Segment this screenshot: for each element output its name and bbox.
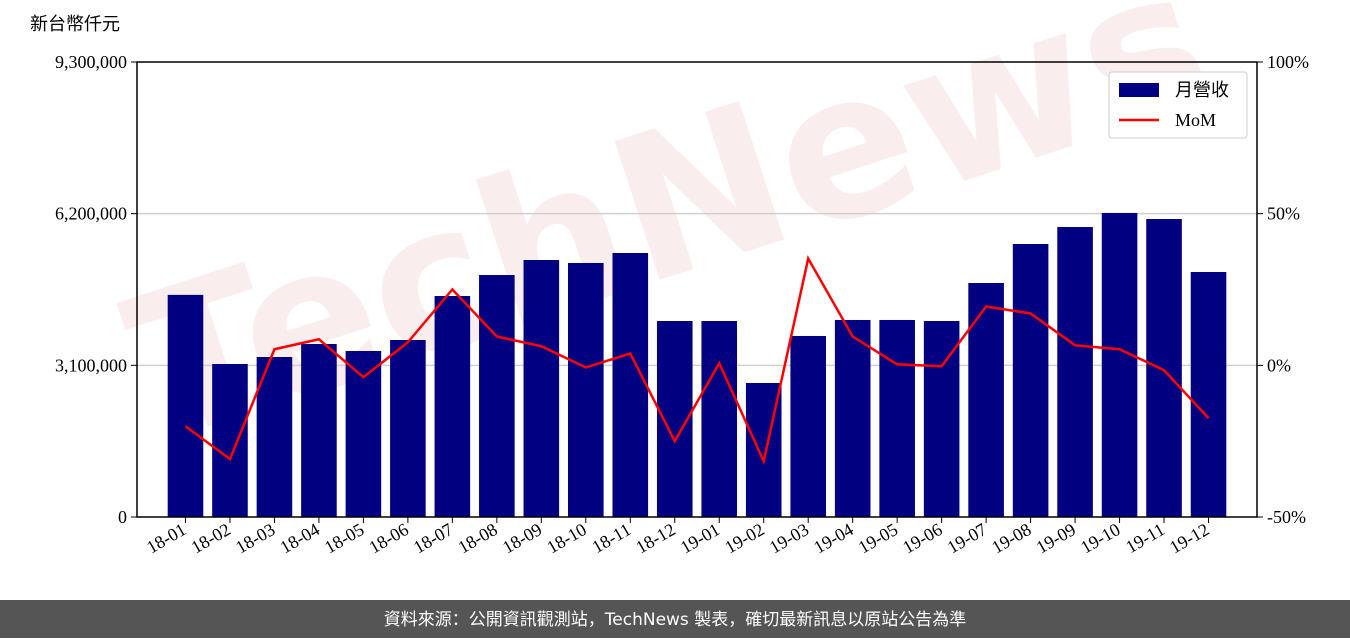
footer: 資料來源：公開資訊觀測站，TechNews 製表，確切最新訊息以原站公告為準 — [384, 610, 966, 630]
bar — [523, 259, 560, 517]
y-tick-label: 6,200,000 — [55, 204, 127, 224]
y2-tick-label: 50% — [1267, 204, 1300, 224]
y2-tick-label: 0% — [1267, 355, 1291, 375]
x-tick-label: 18-07 — [410, 519, 456, 557]
x-tick-label: 18-11 — [588, 519, 634, 557]
bar — [1012, 244, 1049, 517]
x-tick-label: 19-03 — [766, 519, 812, 557]
bar — [790, 335, 826, 517]
x-tick-label: 18-10 — [543, 519, 589, 557]
footer-bar — [0, 600, 1350, 638]
x-tick-label: 18-09 — [499, 519, 545, 557]
x-tick-label: 19-05 — [855, 519, 901, 557]
bar — [390, 339, 426, 517]
bar — [879, 319, 915, 517]
bar — [834, 319, 871, 517]
y-tick-label: 9,300,000 — [55, 52, 127, 72]
line — [184, 255, 1210, 466]
x-tick-label: 19-06 — [899, 519, 945, 557]
x-tick-label: 18-04 — [277, 519, 323, 557]
y-axis-label: 新台幣仟元 — [30, 14, 120, 35]
bar — [256, 357, 293, 517]
plot-frame — [136, 61, 1258, 518]
x-tick-label: 19-07 — [944, 519, 990, 557]
x-tick-label: 18-01 — [143, 519, 189, 557]
y2-tick-label: -50% — [1267, 507, 1306, 527]
legend-label: 月營收 — [1175, 80, 1229, 100]
x-tick-label: 19-11 — [1122, 519, 1168, 557]
x-tick-label: 18-06 — [366, 519, 412, 557]
x-tick-label: 19-01 — [677, 519, 723, 557]
bar — [1146, 218, 1182, 518]
x-tick-label: 18-02 — [188, 519, 234, 557]
legend-label: MoM — [1175, 110, 1216, 130]
y-tick-label: 0 — [118, 507, 127, 527]
bar — [167, 294, 204, 517]
x-tick-label: 19-09 — [1033, 519, 1079, 557]
x-tick-label: 18-12 — [632, 519, 678, 557]
bar — [568, 262, 604, 517]
x-tick-label: 18-03 — [232, 519, 278, 557]
x-tick-label: 18-05 — [321, 519, 367, 557]
bar — [1101, 212, 1138, 517]
bar — [434, 296, 471, 517]
y-tick-label: 3,100,000 — [55, 355, 127, 375]
bar — [968, 282, 1004, 517]
bar — [1190, 271, 1227, 517]
x-tick-label: 18-08 — [454, 519, 500, 557]
bar — [701, 321, 738, 517]
x-tick-label: 19-12 — [1166, 519, 1212, 557]
bar — [612, 253, 649, 518]
bar — [923, 321, 960, 517]
x-tick-label: 19-10 — [1077, 519, 1123, 557]
x-tick-label: 19-04 — [810, 519, 856, 557]
bar — [479, 275, 515, 517]
legend-swatch — [1119, 83, 1159, 97]
y2-tick-label: 100% — [1267, 52, 1309, 72]
x-tick-label: 19-08 — [988, 519, 1034, 557]
bar — [1057, 227, 1093, 517]
x-tick-label: 19-02 — [721, 519, 767, 557]
bar — [212, 364, 248, 517]
bar — [301, 344, 337, 517]
